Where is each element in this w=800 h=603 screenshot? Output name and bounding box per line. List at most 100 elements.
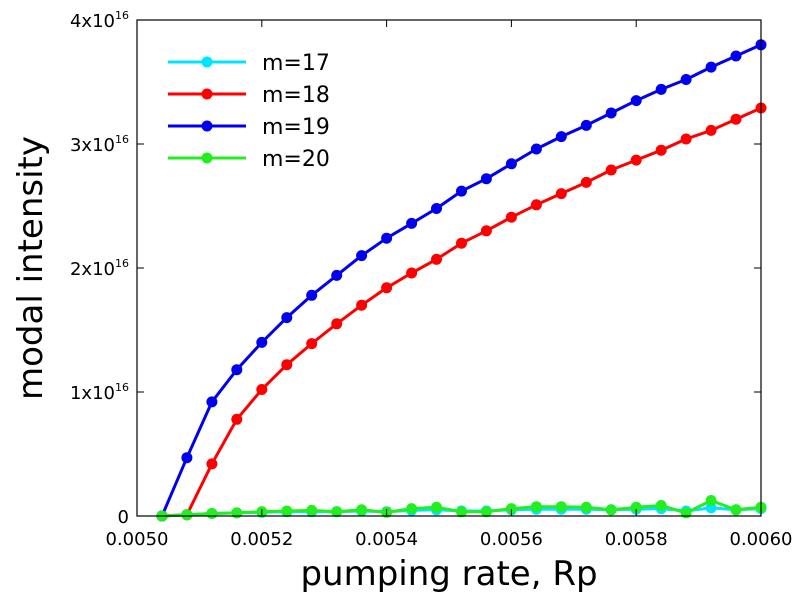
data-point (231, 364, 243, 376)
data-point (630, 95, 642, 107)
data-point (605, 504, 617, 516)
data-point (181, 452, 193, 464)
data-point (555, 501, 567, 513)
y-tick-label: 4x1016 (70, 9, 129, 32)
data-point (331, 269, 343, 281)
data-point (730, 50, 742, 62)
plot-lines (156, 39, 767, 522)
data-point (431, 501, 442, 513)
data-point (680, 133, 692, 145)
data-point (431, 203, 442, 214)
x-axis-title: pumping rate, Rp (300, 554, 597, 594)
legend-label: m=18 (262, 83, 330, 108)
legend-item: m=18 (168, 83, 330, 108)
x-tick-label: 0.0056 (480, 529, 543, 550)
data-point (505, 158, 517, 170)
data-point (281, 505, 293, 517)
data-point (456, 185, 467, 197)
x-tick-label: 0.0060 (730, 529, 793, 550)
data-point (530, 501, 542, 513)
data-point (705, 495, 717, 506)
y-axis-title: modal intensity (11, 136, 51, 400)
legend-swatch-marker (201, 120, 213, 132)
data-point (281, 312, 293, 324)
data-point (605, 164, 617, 176)
data-point (680, 74, 692, 85)
series-line (161, 106, 762, 518)
data-point (730, 113, 742, 125)
legend-item: m=17 (168, 51, 330, 76)
data-point (480, 506, 492, 518)
data-point (406, 267, 418, 279)
series-line (160, 43, 762, 517)
data-point (605, 107, 617, 119)
legend-label: m=20 (262, 147, 330, 172)
data-point (630, 154, 642, 166)
data-point (281, 359, 293, 371)
data-point (655, 144, 667, 156)
data-point (356, 299, 368, 311)
data-point (256, 336, 268, 348)
data-point (206, 458, 218, 470)
data-point (306, 289, 318, 301)
data-point (505, 503, 517, 515)
data-point (580, 501, 592, 513)
data-point (231, 507, 243, 519)
data-point (231, 413, 243, 425)
data-point (730, 504, 742, 516)
data-point (406, 217, 418, 229)
data-point (306, 338, 318, 350)
x-tick-label: 0.0058 (605, 529, 668, 550)
data-point (381, 282, 393, 294)
data-point (555, 131, 567, 143)
y-tick-label: 2x1016 (70, 257, 129, 280)
data-point (530, 199, 542, 211)
data-point (655, 500, 667, 511)
x-axis: 0.0050 0.0052 0.0054 0.0056 0.0058 0.0060 (106, 20, 793, 550)
data-point (181, 509, 193, 521)
data-point (456, 506, 467, 518)
y-tick-label: 1x1016 (70, 381, 129, 404)
series-2 (156, 39, 767, 522)
legend-swatch-marker (201, 152, 213, 164)
x-tick-label: 0.0052 (230, 529, 293, 550)
data-point (356, 250, 368, 262)
data-point (530, 143, 542, 155)
data-point (406, 503, 418, 515)
data-point (555, 188, 567, 200)
data-point (630, 501, 642, 513)
data-point (580, 119, 592, 131)
series-1 (156, 102, 767, 522)
data-point (505, 211, 517, 223)
data-point (356, 504, 368, 516)
series-3 (156, 495, 767, 522)
y-axis: 0 1x1016 2x1016 3x1016 4x1016 (70, 9, 761, 528)
data-point (431, 253, 442, 265)
data-point (580, 176, 592, 188)
data-point (331, 506, 343, 518)
data-point (705, 124, 717, 136)
data-point (206, 396, 218, 408)
data-point (655, 83, 667, 95)
data-point (381, 232, 393, 244)
y-tick-label: 0 (118, 507, 129, 528)
data-point (705, 61, 717, 73)
legend: m=17 m=18 m=19 m=20 (168, 51, 330, 172)
y-tick-label: 3x1016 (70, 133, 129, 156)
x-tick-label: 0.0054 (355, 529, 418, 550)
legend-swatch-marker (201, 56, 213, 68)
legend-item: m=20 (168, 147, 330, 172)
data-point (206, 508, 218, 519)
legend-item: m=19 (168, 115, 330, 140)
data-point (480, 173, 492, 185)
data-point (480, 225, 492, 237)
legend-swatch-marker (201, 88, 213, 100)
x-tick-label: 0.0050 (106, 529, 169, 550)
legend-label: m=19 (262, 115, 330, 140)
data-point (680, 507, 692, 519)
data-point (256, 384, 268, 395)
data-point (306, 504, 318, 516)
legend-label: m=17 (262, 51, 330, 76)
data-point (331, 318, 343, 330)
